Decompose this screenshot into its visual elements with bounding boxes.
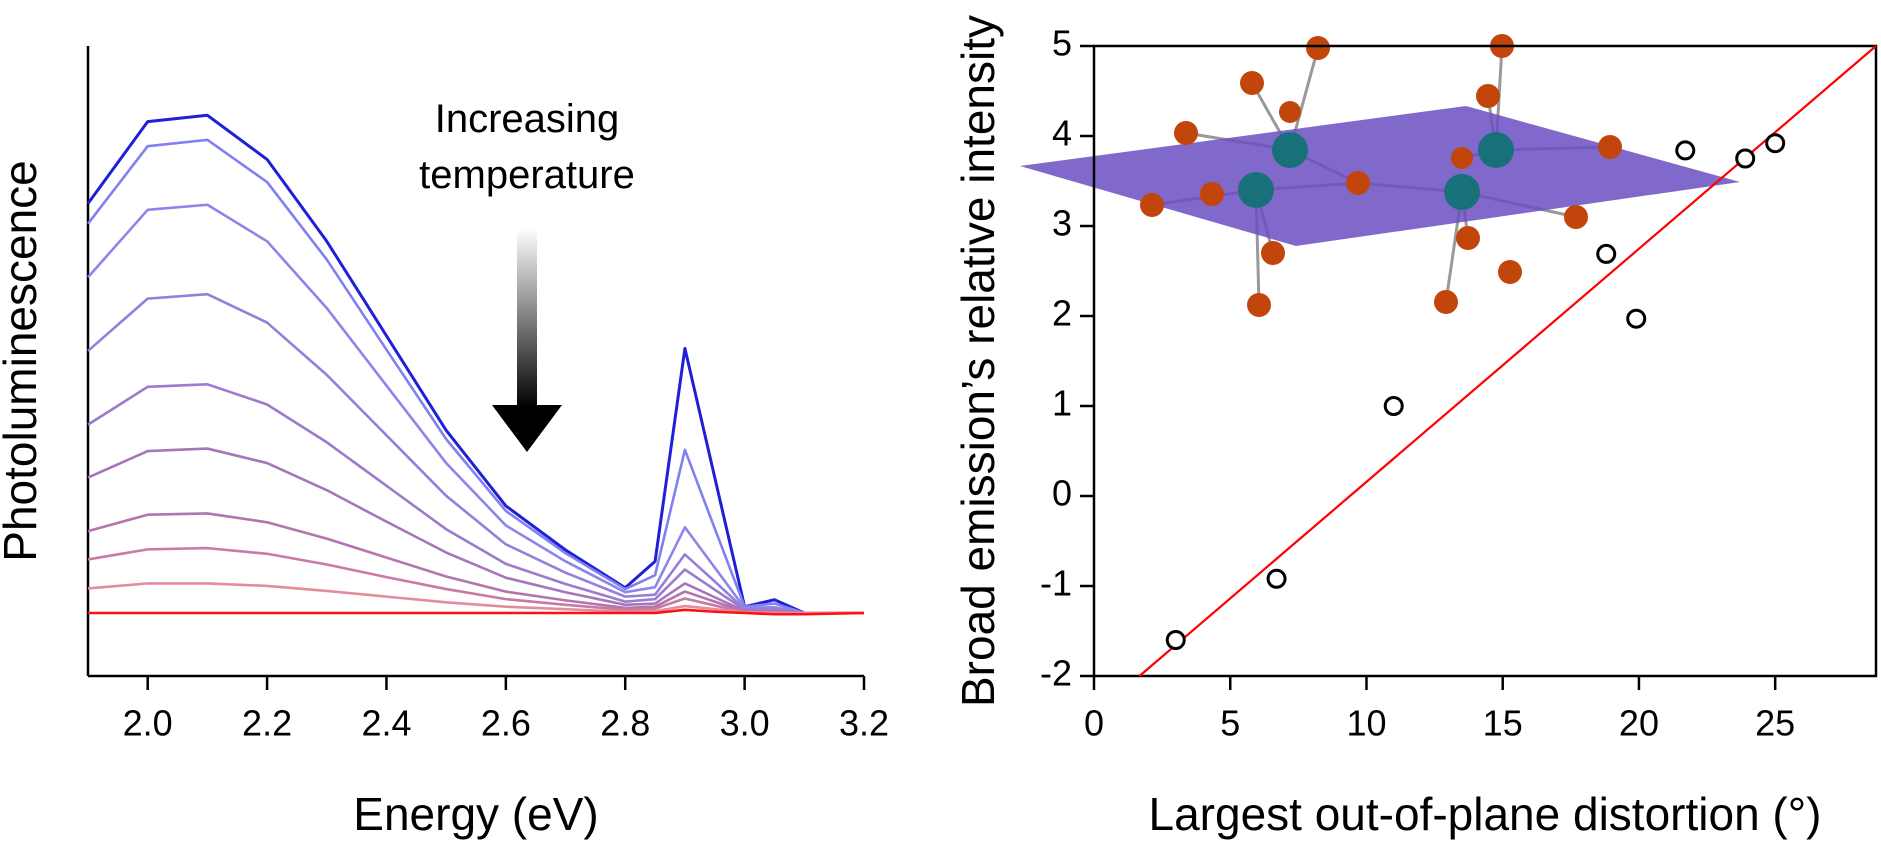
structure-inset (1020, 34, 1740, 317)
data-point (1596, 243, 1617, 264)
spectrum-line (88, 608, 865, 616)
data-point (1165, 630, 1186, 650)
annotation: Increasing (435, 97, 620, 141)
y-tick-label: 0 (1052, 473, 1072, 514)
x-tick-label: 2.0 (123, 703, 173, 744)
spectrum-line (87, 383, 864, 615)
x-tick-label: 0 (1084, 703, 1104, 744)
x-tick-label: 25 (1755, 703, 1795, 744)
x-tick-label: 2.6 (481, 703, 531, 744)
plot-frame (1092, 44, 1878, 678)
annotation: temperature (419, 153, 635, 197)
arrow-head (492, 405, 562, 452)
x-tick-label: 20 (1619, 703, 1659, 744)
x-tick-label: 3.0 (720, 703, 770, 744)
x-axis-title: Largest out-of-plane distortion (°) (1149, 788, 1822, 840)
data-point (1626, 308, 1647, 329)
y-tick-label: 3 (1052, 203, 1072, 244)
arrow-shaft (517, 228, 537, 408)
x-tick-label: 15 (1483, 703, 1523, 744)
data-point (1675, 140, 1696, 161)
x-tick-label: 2.8 (600, 703, 650, 744)
x-tick-label: 2.2 (242, 703, 292, 744)
spectrum-line (87, 203, 864, 615)
x-tick-label: 10 (1346, 703, 1386, 744)
y-tick-label: 4 (1052, 113, 1072, 154)
x-tick-label: 5 (1220, 703, 1240, 744)
y-tick-label: 5 (1052, 23, 1072, 64)
y-axis-title: Photoluminescence (0, 160, 46, 561)
spectrum-line (86, 138, 864, 615)
data-point (1383, 396, 1404, 416)
fit-line (1138, 45, 1877, 677)
y-tick-label: 1 (1052, 383, 1072, 424)
y-tick-label: -1 (1040, 563, 1072, 604)
y-tick-label: 2 (1052, 293, 1072, 334)
y-axis-title: Broad emission’s relative intensity (952, 15, 1004, 707)
data-point (1266, 568, 1287, 589)
data-point (1735, 148, 1756, 169)
x-tick-label: 2.4 (361, 703, 411, 744)
spectrum-line (87, 512, 864, 615)
x-axis-title: Energy (eV) (353, 788, 598, 840)
data-point (1765, 133, 1786, 154)
x-tick-label: 3.2 (839, 703, 889, 744)
y-tick-label: -2 (1040, 653, 1072, 694)
